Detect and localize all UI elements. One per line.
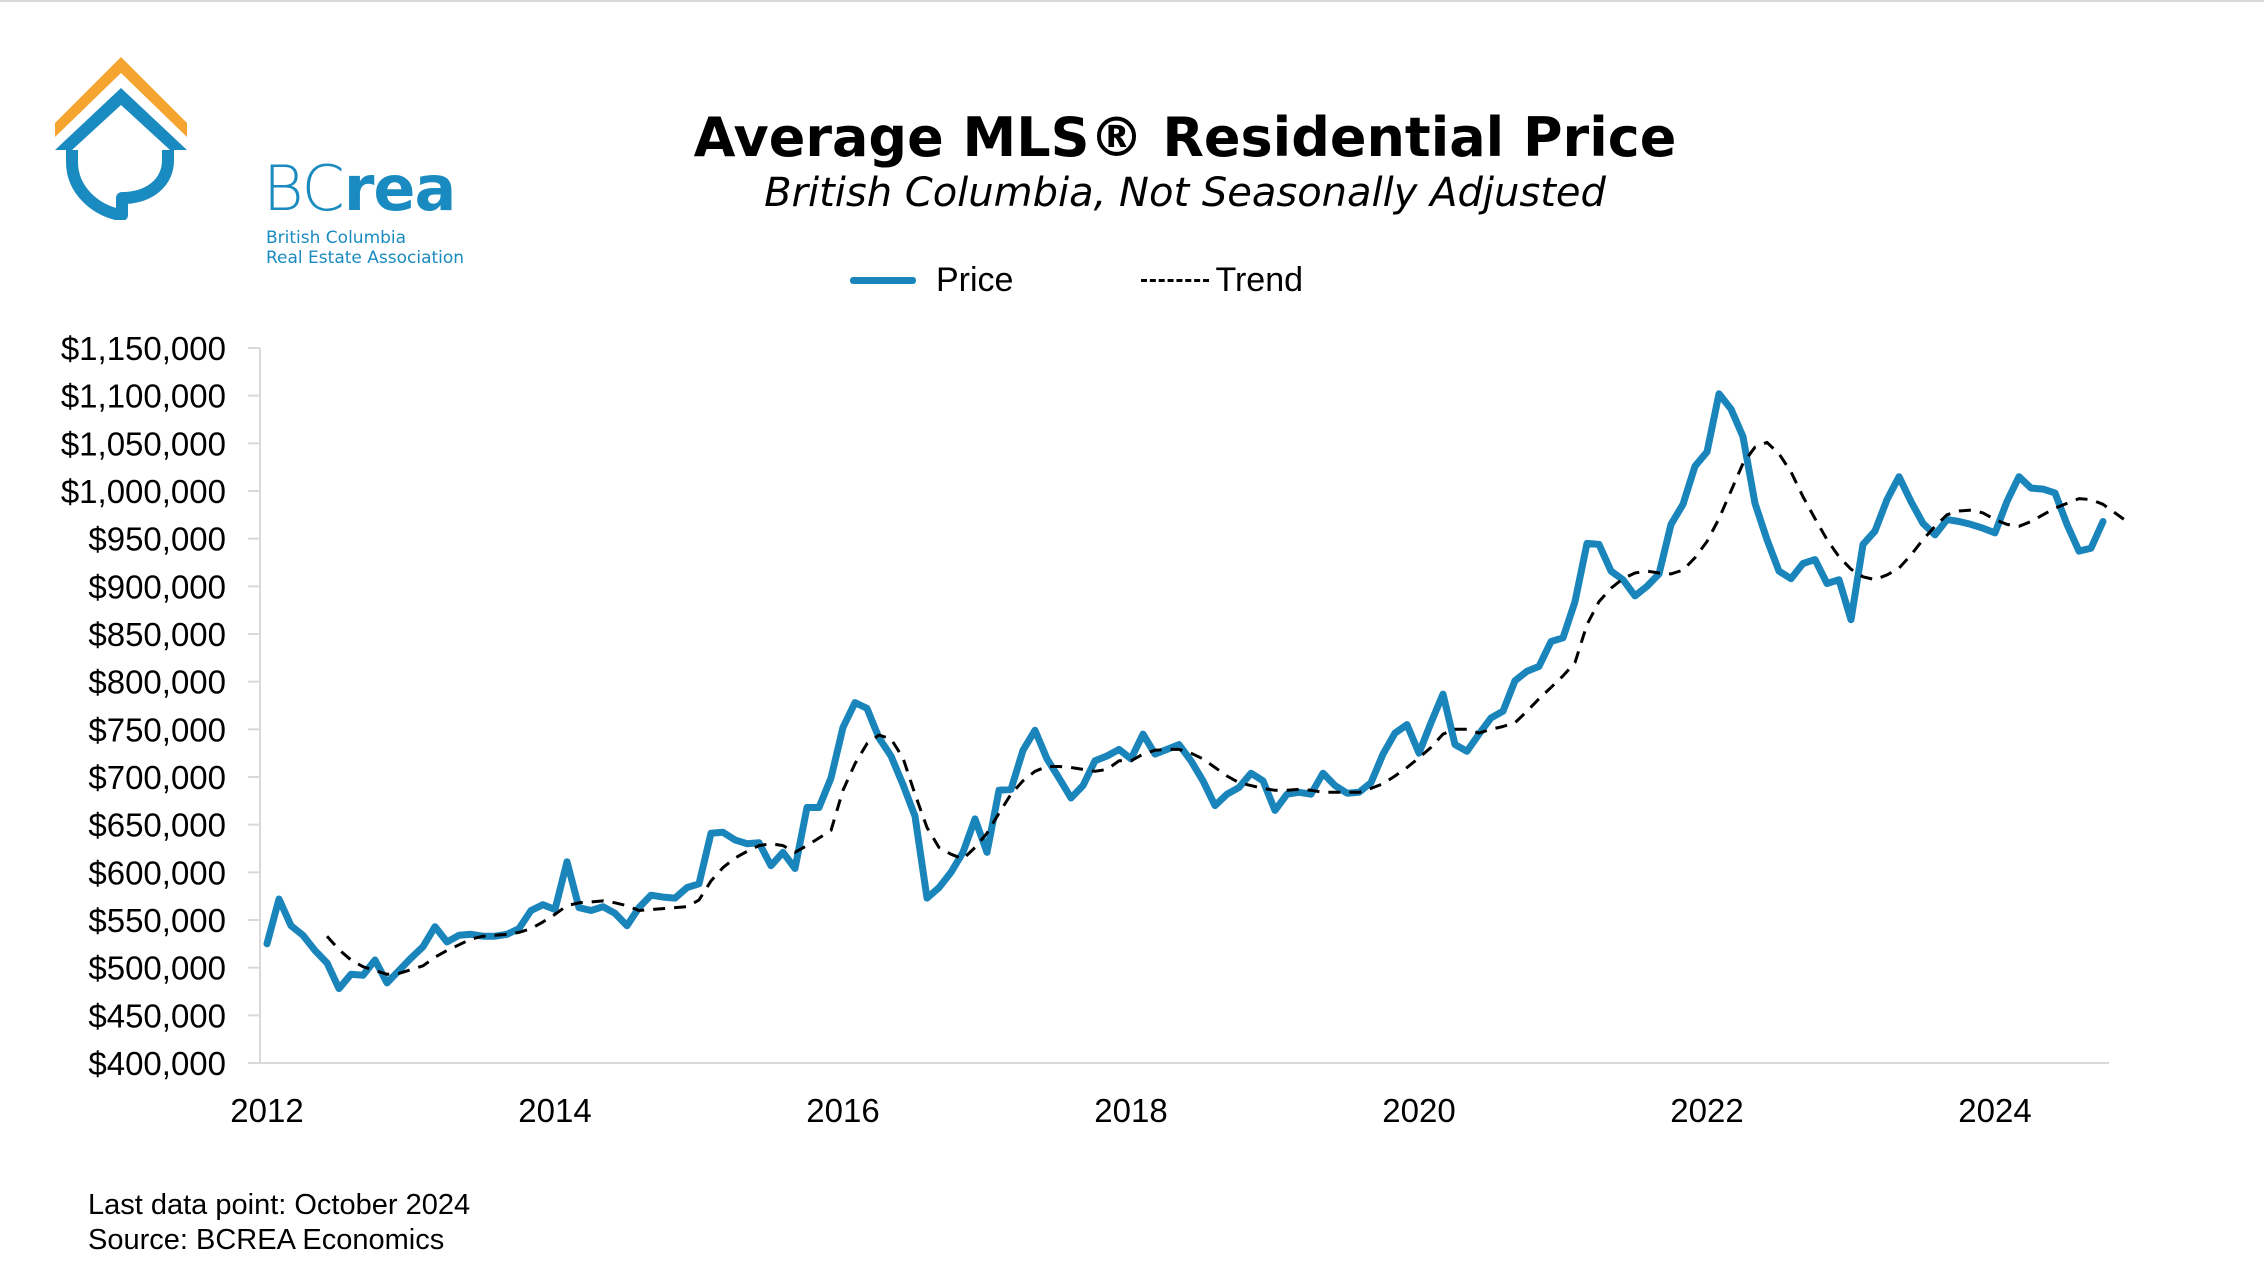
last-data-point-note: Last data point: October 2024 <box>88 1189 471 1221</box>
legend-trend-swatch <box>1141 278 1210 282</box>
chart-footer: Last data point: October 2024 Source: BC… <box>88 1188 470 1258</box>
y-tick-label: $800,000 <box>88 664 226 701</box>
y-tick-label: $950,000 <box>88 521 226 558</box>
bcrea-logo: BCrea British Columbia Real Estate Assoc… <box>50 50 464 268</box>
chart-series <box>263 390 2128 993</box>
logo-bubble <box>66 150 174 220</box>
y-tick-label: $400,000 <box>88 1045 226 1082</box>
chart-title: Average MLS® Residential Price <box>693 106 1677 169</box>
logo-blue-roof <box>55 88 187 150</box>
x-tick-label: 2018 <box>1094 1092 1167 1129</box>
legend-price-swatch <box>850 276 916 284</box>
y-tick-label: $900,000 <box>88 568 226 605</box>
y-tick-label: $1,100,000 <box>61 378 226 415</box>
y-tick-label: $650,000 <box>88 807 226 844</box>
y-tick-label: $500,000 <box>88 950 226 987</box>
y-tick-label: $1,150,000 <box>61 330 226 367</box>
y-tick-label: $1,050,000 <box>61 425 226 462</box>
logo-wordmark-rea: rea <box>343 152 456 225</box>
y-tick-label: $750,000 <box>88 711 226 748</box>
logo-wordmark: BCrea <box>263 158 456 220</box>
x-tick-label: 2016 <box>806 1092 879 1129</box>
y-tick-label: $600,000 <box>88 854 226 891</box>
house-speech-bubble-icon <box>55 57 187 220</box>
trend-line <box>325 440 2128 976</box>
legend-item-price: Price <box>850 261 1013 300</box>
legend-item-trend: Trend <box>1141 261 1303 300</box>
x-tick-label: 2012 <box>230 1092 303 1129</box>
y-tick-label: $1,000,000 <box>61 473 226 510</box>
logo-subtitle-line2: Real Estate Association <box>266 248 465 268</box>
chart-subtitle: British Columbia, Not Seasonally Adjuste… <box>764 170 1606 216</box>
y-tick-label: $850,000 <box>88 616 226 653</box>
x-tick-label: 2022 <box>1670 1092 1743 1129</box>
x-tick-label: 2024 <box>1958 1092 2031 1129</box>
price-line <box>263 390 2107 993</box>
y-tick-label: $700,000 <box>88 759 226 796</box>
logo-orange-roof <box>55 57 187 137</box>
x-tick-label: 2020 <box>1382 1092 1455 1129</box>
x-tick-label: 2014 <box>518 1092 591 1129</box>
y-axis: $400,000 $450,000 $500,000 $550,000 $600,000… <box>61 330 261 1082</box>
legend-price-label: Price <box>936 260 1014 299</box>
chart-legend: Price Trend <box>850 260 1303 300</box>
logo-subtitle: British Columbia Real Estate Association <box>266 228 464 268</box>
x-axis: 2012 2014 2016 2018 2020 2022 2024 <box>230 1062 2109 1129</box>
top-border <box>0 0 2264 2</box>
logo-subtitle-line1: British Columbia <box>266 228 407 248</box>
legend-trend-label: Trend <box>1215 260 1304 299</box>
logo-wordmark-bc: BC <box>263 152 345 225</box>
y-tick-label: $450,000 <box>88 997 226 1034</box>
source-note: Source: BCREA Economics <box>88 1224 445 1256</box>
y-tick-label: $550,000 <box>88 902 226 939</box>
